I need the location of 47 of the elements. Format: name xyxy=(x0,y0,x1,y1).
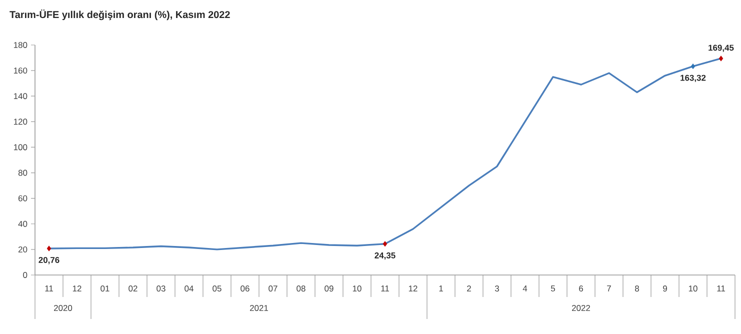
x-tick-label: 1 xyxy=(439,286,443,292)
y-tick-label: 160 xyxy=(14,68,28,74)
x-tick-label: 12 xyxy=(408,286,418,292)
text: 2021 xyxy=(250,305,268,311)
x-tick-label: 8 xyxy=(635,286,639,292)
x-tick-label: 9 xyxy=(663,286,667,292)
point xyxy=(718,56,724,62)
x-tick-label: 2 xyxy=(467,286,471,292)
y-tick-label: 180 xyxy=(14,42,28,48)
x-tick-label: 01 xyxy=(100,286,110,292)
point xyxy=(46,246,52,252)
y-tick-label: 20 xyxy=(18,246,28,252)
y-tick-label: 80 xyxy=(18,170,28,176)
y-tick-label: 60 xyxy=(18,195,28,202)
x-tick-label: 06 xyxy=(240,286,250,292)
x-tick-label: 07 xyxy=(268,286,278,292)
x-tick-label: 5 xyxy=(550,286,556,292)
x-tick-label: 09 xyxy=(324,286,334,292)
y-tick-label: 40 xyxy=(18,220,28,227)
point xyxy=(690,64,696,70)
data-label: 169,45 xyxy=(708,44,734,52)
text: 2020 xyxy=(54,305,72,311)
x-tick-label: 4 xyxy=(522,286,528,292)
x-tick-label: 3 xyxy=(494,286,499,292)
data-label: 20,76 xyxy=(38,257,60,264)
y-tick-label: 140 xyxy=(14,93,28,100)
x-tick-label: 11 xyxy=(45,286,53,292)
x-tick-label: 6 xyxy=(579,286,583,292)
x-tick-label: 7 xyxy=(607,286,611,292)
data-label: 24,35 xyxy=(374,252,396,260)
x-tick-label: 10 xyxy=(352,286,362,292)
x-tick-label: 03 xyxy=(156,286,166,292)
x-tick-label: 11 xyxy=(381,286,389,292)
x-tick-label: 04 xyxy=(184,286,194,292)
x-tick-label: 08 xyxy=(296,286,306,292)
x-tick-label: 05 xyxy=(212,286,222,292)
chart-title: Tarım-ÜFE yıllık değişim oranı (%), Kasım 2022 xyxy=(10,10,230,20)
x-tick-label: 12 xyxy=(72,286,82,292)
data-label: 163,32 xyxy=(680,74,706,82)
x-tick-label: 02 xyxy=(128,286,138,292)
point xyxy=(382,241,388,247)
y-tick-label: 0 xyxy=(23,272,28,278)
x-tick-label: 11 xyxy=(717,286,725,292)
text: 2022 xyxy=(572,305,590,311)
y-tick-label: 100 xyxy=(14,144,28,150)
x-tick-label: 10 xyxy=(688,286,698,292)
y-tick-label: 120 xyxy=(14,118,28,125)
